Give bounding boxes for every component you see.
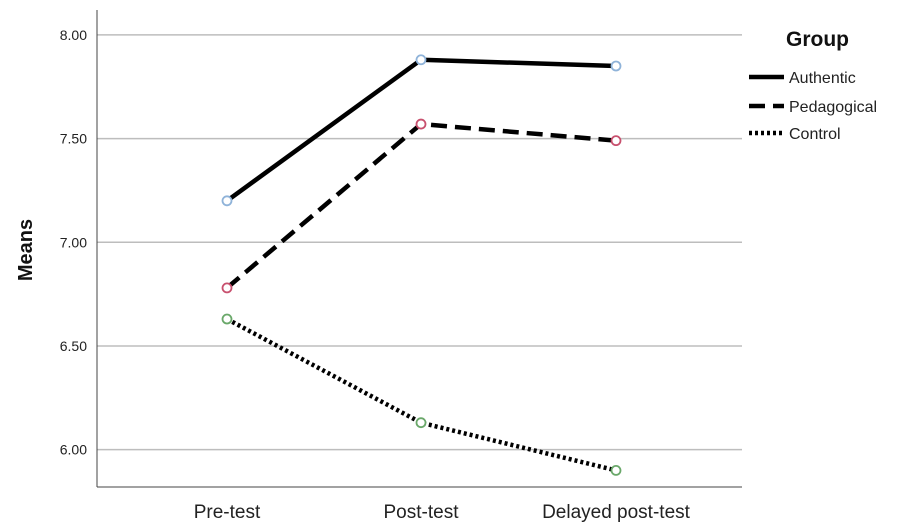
y-tick-label: 6.50 <box>60 338 87 354</box>
legend-item-authentic: Authentic <box>749 70 856 87</box>
data-point-control <box>610 465 622 476</box>
data-point-pedagogical <box>415 118 427 130</box>
data-point-authentic <box>221 195 233 207</box>
legend-title: Group <box>786 28 849 51</box>
gridlines <box>97 34 742 451</box>
x-tick-label: Post-test <box>384 502 460 523</box>
legend-item-control: Control <box>749 126 841 143</box>
data-point-authentic <box>415 54 427 66</box>
axes <box>96 10 742 488</box>
legend-label: Pedagogical <box>789 99 877 116</box>
y-axis-title: Means <box>15 219 37 281</box>
series-line-pedagogical <box>225 121 617 290</box>
legend-item-pedagogical: Pedagogical <box>749 99 877 116</box>
legend-label: Control <box>789 126 841 143</box>
y-tick-label: 8.00 <box>60 27 87 43</box>
series-line-control <box>225 317 617 473</box>
data-markers <box>221 54 622 476</box>
y-tick-labels: 6.00 6.50 7.00 7.50 8.00 <box>60 27 87 458</box>
data-point-control <box>415 417 427 429</box>
data-point-control <box>221 313 233 325</box>
y-tick-label: 6.00 <box>60 442 87 458</box>
y-tick-label: 7.00 <box>60 234 87 250</box>
series-line-authentic <box>225 57 617 203</box>
x-tick-label: Delayed post-test <box>542 502 691 523</box>
x-tick-labels: Pre-test Post-test Delayed post-test <box>194 502 691 523</box>
legend-label: Authentic <box>789 70 856 87</box>
legend: Group Authentic Pedagogical Control <box>749 28 877 143</box>
data-point-pedagogical <box>221 282 233 294</box>
data-point-pedagogical <box>610 135 622 147</box>
data-point-authentic <box>610 60 622 72</box>
legend-items: Authentic Pedagogical Control <box>749 70 877 143</box>
y-tick-label: 7.50 <box>60 131 87 147</box>
x-tick-label: Pre-test <box>194 502 261 523</box>
